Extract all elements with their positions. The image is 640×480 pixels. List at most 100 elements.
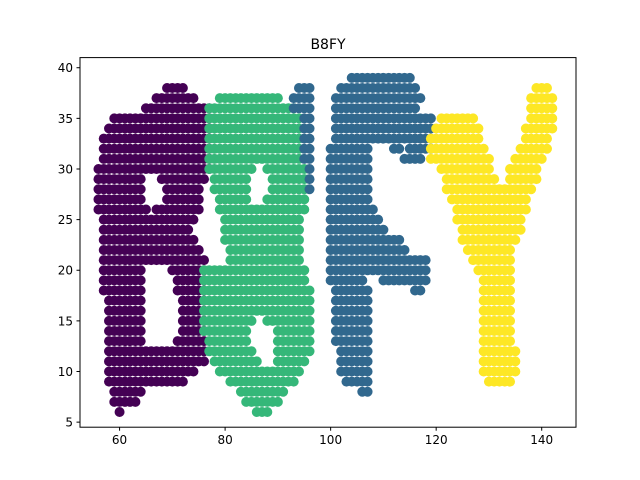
data-point [520,194,531,205]
data-point [362,386,373,397]
data-point [415,285,426,296]
data-point [362,295,373,306]
data-point [362,326,373,336]
x-tick-label: 140 [530,433,553,447]
data-point [505,285,516,296]
data-point [468,113,479,124]
data-point [547,103,558,114]
data-point [193,244,204,255]
data-point [135,295,146,306]
y-tick-label: 15 [58,314,73,328]
data-point [272,93,283,104]
x-tick-label: 80 [217,433,232,447]
data-point [135,184,146,195]
data-point [541,133,552,144]
data-point [515,224,526,235]
data-point [304,184,315,195]
data-point [541,143,552,154]
data-point [241,174,252,185]
data-point [135,315,146,326]
data-point [193,204,204,215]
data-point [199,356,209,367]
data-point [262,407,273,418]
data-point [547,113,558,124]
data-point [135,194,146,205]
data-point [473,133,484,144]
data-point [362,336,373,347]
data-point [410,103,421,114]
data-point [547,93,558,104]
data-point [246,315,257,326]
data-point [188,93,199,104]
data-point [288,376,299,387]
data-point [357,275,368,286]
data-point [135,386,146,397]
data-point [362,305,373,316]
data-point [505,255,516,266]
data-point [293,234,304,245]
data-point [362,346,373,357]
data-point [510,234,521,245]
x-axis: 60 80 100 120 140 [112,427,553,447]
data-point [241,184,252,195]
data-point [420,255,431,266]
y-tick-label: 30 [58,162,73,176]
data-point [404,72,415,83]
data-point [367,204,378,215]
data-point [415,93,426,104]
data-points [93,72,558,418]
data-point [515,214,526,225]
data-point [304,315,315,326]
data-point [293,244,304,255]
data-point [299,265,310,276]
data-point [505,295,516,306]
data-point [188,214,199,225]
plot-frame [79,57,577,428]
data-point [362,315,373,326]
data-point [526,184,537,195]
data-point [135,275,146,286]
data-point [199,255,209,266]
data-point [304,93,315,104]
data-point [536,153,547,164]
data-point [293,224,304,235]
data-point [505,315,516,326]
data-point [304,113,315,124]
data-point [483,163,494,174]
data-point [531,174,542,185]
data-point [304,82,315,93]
data-point [140,204,151,215]
data-point [362,356,373,367]
data-point [420,275,431,286]
data-point [188,234,199,245]
data-point [304,103,315,114]
data-point [135,285,146,296]
data-point [241,194,252,205]
data-point [505,326,516,336]
x-tick-label: 60 [112,433,127,447]
data-point [531,163,542,174]
data-point [541,82,552,93]
data-point [304,326,315,336]
data-point [304,123,315,134]
x-tick-label: 120 [425,433,448,447]
y-tick-label: 10 [58,365,73,379]
data-point [362,285,373,296]
data-point [547,123,558,134]
data-point [510,356,521,367]
y-tick-label: 25 [58,213,73,227]
data-point [293,214,304,225]
data-point [135,305,146,316]
data-point [246,346,257,357]
data-point [505,275,516,286]
data-point [505,305,516,316]
data-point [483,153,494,164]
data-point [246,163,257,174]
data-point [473,123,484,134]
data-point [304,163,315,174]
data-point [378,224,389,235]
data-point [251,356,262,367]
data-point [130,396,141,407]
